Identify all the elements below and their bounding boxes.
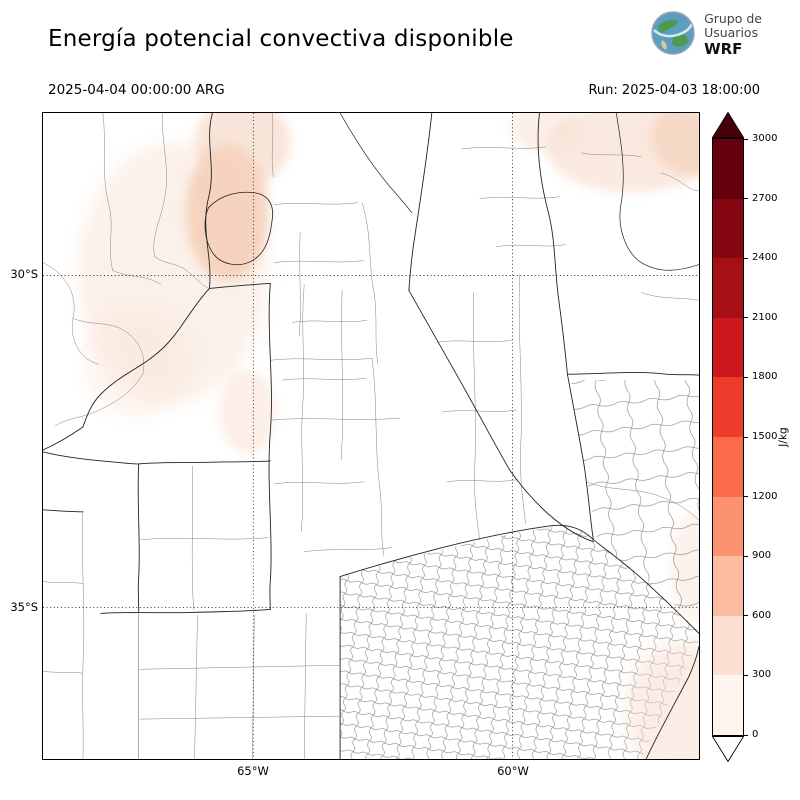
colorbar-unit-wrap: J/kg	[774, 112, 794, 762]
logo-line-2: Usuarios	[704, 25, 759, 41]
lat-label-35s: 35°S	[10, 600, 38, 614]
coastal-cape-shading	[626, 641, 699, 759]
map-canvas	[43, 113, 699, 759]
colorbar-body	[712, 138, 744, 736]
lon-label-65w: 65°W	[237, 764, 269, 778]
logo-line-1: Grupo de	[704, 11, 762, 26]
colorbar-unit-label: J/kg	[777, 427, 790, 447]
lat-label-30s: 30°S	[10, 267, 38, 281]
logo-text: Grupo de Usuarios WRF	[704, 11, 762, 58]
wrf-logo: Grupo de Usuarios WRF	[650, 10, 762, 60]
colorbar-arrow-bottom	[712, 735, 744, 762]
globe-icon	[650, 10, 696, 60]
gridlines	[43, 113, 699, 759]
map-figure	[42, 112, 700, 760]
province-boundaries	[43, 113, 699, 759]
valid-datetime: 2025-04-04 00:00:00 ARG	[48, 82, 225, 98]
colorbar: 0 300 600 900 1200 1500 1800 2100 2400 2700 3000 J…	[712, 112, 800, 762]
department-boundaries	[43, 113, 699, 759]
page-title: Energía potencial convectiva disponible	[48, 26, 514, 52]
logo-line-3: WRF	[704, 39, 743, 58]
lon-label-60w: 60°W	[497, 764, 529, 778]
run-datetime: Run: 2025-04-03 18:00:00	[588, 83, 760, 98]
department-mesh-layer	[340, 380, 699, 759]
coastline	[645, 646, 699, 759]
colorbar-arrow-top	[712, 112, 744, 138]
